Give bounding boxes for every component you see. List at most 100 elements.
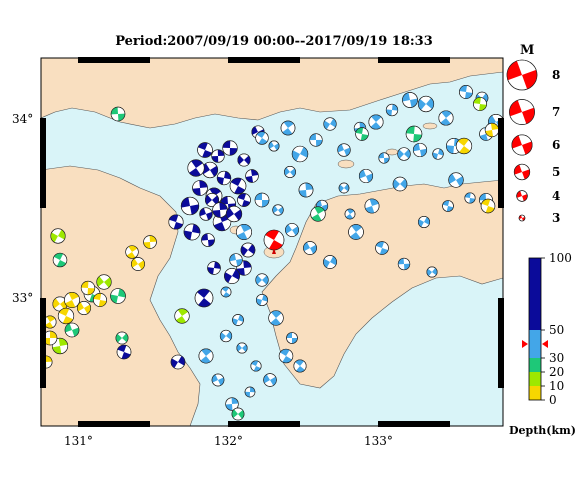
focal-mechanism-intermediate: [284, 166, 296, 178]
focal-mechanism-intermediate: [426, 266, 438, 278]
focal-mechanism-very-shallow: [64, 292, 80, 308]
focal-mechanism-deep: [183, 223, 201, 241]
focal-mechanism-deep: [204, 192, 220, 208]
focal-mechanism-intermediate: [232, 314, 244, 326]
lon-labels: 131° 132° 133°: [64, 434, 393, 448]
focal-mechanism-intermediate: [268, 140, 280, 152]
land-chugoku: [41, 58, 503, 129]
frame-tick-top: [78, 57, 150, 63]
focal-mechanism-deep: [237, 193, 251, 207]
depth-band: [529, 372, 541, 386]
island: [337, 159, 355, 169]
frame-tick-left: [40, 118, 46, 208]
frame-tick-right: [498, 118, 504, 208]
magnitude-legend-label: 5: [552, 165, 560, 179]
focal-mechanism-intermediate: [235, 223, 253, 241]
focal-mechanism-deep: [187, 159, 205, 177]
focal-mechanism-shallow: [473, 97, 487, 111]
depth-colorbar-outline: [528, 257, 542, 401]
depth-band: [529, 258, 541, 330]
depth-marker: [522, 340, 548, 348]
focal-mechanism-very-shallow: [484, 122, 500, 138]
focal-mechanism-intermediate: [198, 348, 214, 364]
map-title: Period:2007/09/19 00:00--2017/09/19 18:3…: [115, 34, 433, 49]
focal-mechanism-intermediate: [250, 360, 262, 372]
focal-mechanism-intermediate: [323, 117, 337, 131]
focal-mechanism-intermediate: [402, 92, 418, 108]
lon-label-132: 132°: [214, 434, 243, 448]
focal-mechanism-deep: [216, 170, 232, 186]
focal-mechanism-intermediate: [286, 332, 298, 344]
focal-mechanism-intermediate: [358, 168, 374, 184]
depth-tick-label: 0: [549, 393, 557, 407]
focal-mechanism-intermediate: [438, 110, 454, 126]
focal-mechanism-intermediate: [256, 294, 268, 306]
focal-mechanism-very-shallow: [80, 280, 96, 296]
focal-mechanism-intermediate: [278, 348, 294, 364]
focal-mechanism-shallow: [115, 331, 129, 345]
magnitude-legend: M 8 7 6 5 4 3: [506, 43, 560, 225]
focal-mechanism-deep: [224, 268, 240, 284]
magnitude-legend-label: 7: [552, 105, 560, 119]
focal-mechanism-very-shallow: [42, 330, 58, 346]
lat-labels: 34° 33°: [12, 112, 33, 305]
magnitude-legend-symbol-5: [513, 163, 531, 181]
depth-tick-label: 30: [549, 351, 564, 365]
focal-mechanism-very-shallow: [143, 235, 157, 249]
magnitude-legend-items: 8 7 6 5 4 3: [506, 59, 560, 225]
focal-mechanism-intermediate: [397, 257, 411, 271]
focal-mechanism-intermediate: [298, 182, 314, 198]
focal-mechanism-deep: [237, 153, 251, 167]
magnitude-legend-symbol-3: [518, 214, 526, 222]
magnitude-legend-symbol-4: [516, 190, 528, 202]
depth-band: [529, 386, 541, 400]
depth-tick-label: 100: [549, 251, 572, 265]
focal-mechanism-deep: [199, 207, 213, 221]
focal-mechanism-shallow: [231, 407, 245, 421]
focal-mechanism-deep: [236, 260, 252, 276]
lat-label-33: 33°: [12, 291, 33, 305]
focal-mechanism-deep: [168, 214, 184, 230]
focal-mechanism-intermediate: [337, 143, 351, 157]
focal-mechanism-intermediate: [442, 200, 454, 212]
focal-mechanism-intermediate: [254, 192, 270, 208]
focal-mechanism-deep: [212, 202, 228, 218]
focal-mechanism-intermediate: [244, 386, 256, 398]
focal-mechanism-deep: [245, 169, 259, 183]
magnitude-legend-title: M: [520, 43, 534, 58]
frame-tick-top: [378, 57, 450, 63]
focal-mechanism-deep: [201, 233, 215, 247]
focal-mechanism-intermediate: [236, 342, 248, 354]
lon-label-131: 131°: [64, 434, 93, 448]
depth-tick-label: 10: [549, 379, 564, 393]
focal-mechanism-intermediate: [293, 359, 307, 373]
focal-mechanism-shallow: [96, 274, 112, 290]
focal-mechanism-intermediate: [464, 192, 476, 204]
focal-mechanism-very-shallow: [131, 257, 145, 271]
focal-mechanism-intermediate: [418, 216, 430, 228]
focal-mechanism-shallow: [355, 127, 369, 141]
depth-marker-left: [522, 340, 528, 348]
focal-mechanism-intermediate: [229, 253, 243, 267]
focal-mechanism-shallow: [110, 106, 126, 122]
focal-mechanism-intermediate: [255, 273, 269, 287]
focal-mechanism-intermediate: [272, 204, 284, 216]
focal-mechanism-intermediate: [344, 208, 356, 220]
focal-mechanism-intermediate: [219, 329, 233, 343]
focal-mechanism-intermediate: [280, 120, 296, 136]
focal-mechanism-intermediate: [303, 241, 317, 255]
focal-mechanism-intermediate: [285, 223, 299, 237]
land-shikoku: [261, 179, 503, 389]
focal-mechanism-deep: [197, 142, 213, 158]
focal-mechanism-intermediate: [364, 198, 380, 214]
frame-tick-right: [498, 298, 504, 388]
focal-mechanism-intermediate: [448, 172, 464, 188]
depth-colorbar: [528, 257, 542, 401]
focal-mechanism-deep: [170, 354, 186, 370]
focal-mechanism-intermediate: [220, 286, 232, 298]
focal-mechanism-intermediate: [255, 131, 269, 145]
focal-mechanism-latest: [263, 229, 285, 251]
focal-mechanism-intermediate: [385, 103, 399, 117]
focal-mechanism-intermediate: [263, 373, 277, 387]
